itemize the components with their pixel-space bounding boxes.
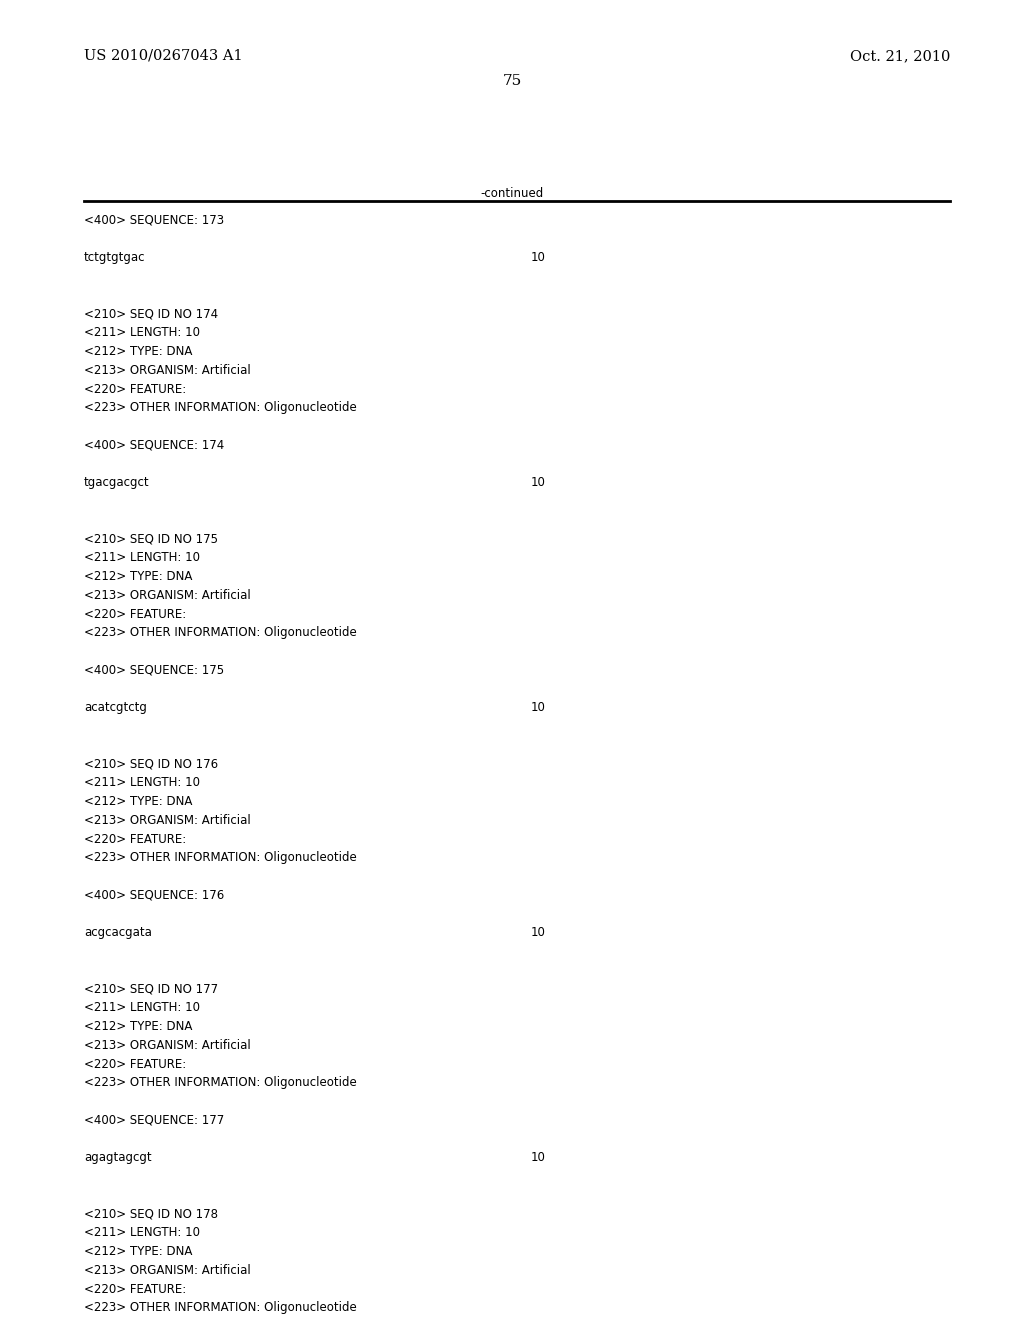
Text: <210> SEQ ID NO 176: <210> SEQ ID NO 176 [84, 758, 218, 771]
Text: 10: 10 [530, 701, 546, 714]
Text: <211> LENGTH: 10: <211> LENGTH: 10 [84, 1002, 200, 1014]
Text: 10: 10 [530, 927, 546, 940]
Text: <223> OTHER INFORMATION: Oligonucleotide: <223> OTHER INFORMATION: Oligonucleotide [84, 851, 356, 865]
Text: 10: 10 [530, 1151, 546, 1164]
Text: <211> LENGTH: 10: <211> LENGTH: 10 [84, 776, 200, 789]
Text: <220> FEATURE:: <220> FEATURE: [84, 833, 186, 846]
Text: <212> TYPE: DNA: <212> TYPE: DNA [84, 345, 193, 358]
Text: <223> OTHER INFORMATION: Oligonucleotide: <223> OTHER INFORMATION: Oligonucleotide [84, 1302, 356, 1315]
Text: <210> SEQ ID NO 174: <210> SEQ ID NO 174 [84, 308, 218, 321]
Text: <210> SEQ ID NO 177: <210> SEQ ID NO 177 [84, 982, 218, 995]
Text: tgacgacgct: tgacgacgct [84, 477, 150, 490]
Text: <400> SEQUENCE: 176: <400> SEQUENCE: 176 [84, 888, 224, 902]
Text: <220> FEATURE:: <220> FEATURE: [84, 1283, 186, 1296]
Text: Oct. 21, 2010: Oct. 21, 2010 [850, 49, 950, 63]
Text: <212> TYPE: DNA: <212> TYPE: DNA [84, 1020, 193, 1034]
Text: acgcacgata: acgcacgata [84, 927, 152, 940]
Text: <400> SEQUENCE: 175: <400> SEQUENCE: 175 [84, 664, 224, 677]
Text: <400> SEQUENCE: 174: <400> SEQUENCE: 174 [84, 438, 224, 451]
Text: <211> LENGTH: 10: <211> LENGTH: 10 [84, 326, 200, 339]
Text: -continued: -continued [480, 187, 544, 201]
Text: <400> SEQUENCE: 173: <400> SEQUENCE: 173 [84, 214, 224, 227]
Text: <210> SEQ ID NO 175: <210> SEQ ID NO 175 [84, 532, 218, 545]
Text: tctgtgtgac: tctgtgtgac [84, 251, 145, 264]
Text: agagtagcgt: agagtagcgt [84, 1151, 152, 1164]
Text: acatcgtctg: acatcgtctg [84, 701, 146, 714]
Text: <213> ORGANISM: Artificial: <213> ORGANISM: Artificial [84, 364, 251, 376]
Text: <213> ORGANISM: Artificial: <213> ORGANISM: Artificial [84, 1263, 251, 1276]
Text: <212> TYPE: DNA: <212> TYPE: DNA [84, 570, 193, 583]
Text: 75: 75 [503, 74, 521, 88]
Text: <212> TYPE: DNA: <212> TYPE: DNA [84, 795, 193, 808]
Text: <223> OTHER INFORMATION: Oligonucleotide: <223> OTHER INFORMATION: Oligonucleotide [84, 627, 356, 639]
Text: <223> OTHER INFORMATION: Oligonucleotide: <223> OTHER INFORMATION: Oligonucleotide [84, 401, 356, 414]
Text: <213> ORGANISM: Artificial: <213> ORGANISM: Artificial [84, 589, 251, 602]
Text: <213> ORGANISM: Artificial: <213> ORGANISM: Artificial [84, 1039, 251, 1052]
Text: 10: 10 [530, 477, 546, 490]
Text: <212> TYPE: DNA: <212> TYPE: DNA [84, 1245, 193, 1258]
Text: <220> FEATURE:: <220> FEATURE: [84, 383, 186, 396]
Text: <211> LENGTH: 10: <211> LENGTH: 10 [84, 1226, 200, 1239]
Text: <211> LENGTH: 10: <211> LENGTH: 10 [84, 552, 200, 565]
Text: <213> ORGANISM: Artificial: <213> ORGANISM: Artificial [84, 814, 251, 826]
Text: <223> OTHER INFORMATION: Oligonucleotide: <223> OTHER INFORMATION: Oligonucleotide [84, 1076, 356, 1089]
Text: US 2010/0267043 A1: US 2010/0267043 A1 [84, 49, 243, 63]
Text: 10: 10 [530, 251, 546, 264]
Text: <220> FEATURE:: <220> FEATURE: [84, 1057, 186, 1071]
Text: <220> FEATURE:: <220> FEATURE: [84, 607, 186, 620]
Text: <400> SEQUENCE: 177: <400> SEQUENCE: 177 [84, 1114, 224, 1127]
Text: <210> SEQ ID NO 178: <210> SEQ ID NO 178 [84, 1208, 218, 1221]
